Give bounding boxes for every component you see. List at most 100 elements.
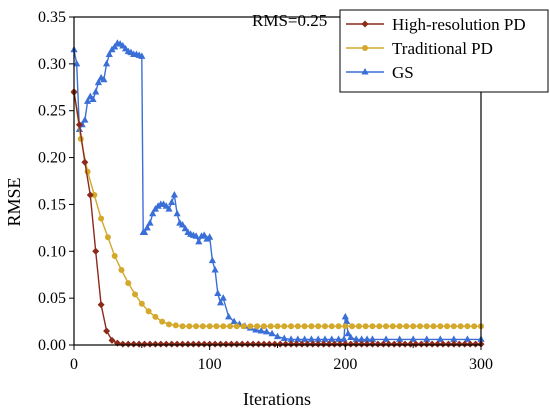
data-point <box>409 335 417 342</box>
data-point <box>308 323 315 330</box>
data-point <box>363 340 371 348</box>
data-point <box>358 340 366 348</box>
data-point <box>146 340 154 348</box>
data-point <box>389 323 396 330</box>
data-point <box>94 78 103 86</box>
data-point <box>118 267 125 274</box>
data-point <box>401 340 409 348</box>
data-point <box>162 340 170 348</box>
data-point <box>173 209 181 217</box>
legend-label: Traditional PD <box>392 39 493 58</box>
data-point <box>244 340 252 348</box>
data-point <box>328 323 335 330</box>
data-point <box>143 223 151 231</box>
x-tick-label: 300 <box>469 356 493 373</box>
data-point <box>159 318 166 325</box>
data-point <box>138 300 145 307</box>
data-point <box>368 335 377 342</box>
y-tick-label: 0.20 <box>38 150 66 167</box>
data-point <box>457 323 464 330</box>
data-point <box>92 247 100 255</box>
data-point <box>342 323 349 330</box>
data-point <box>219 294 227 301</box>
data-point <box>355 323 362 330</box>
data-point <box>108 336 116 344</box>
legend-entry: High-resolution PD <box>346 15 526 34</box>
tick-labels: 0 100 200 300 0.00 0.05 0.10 0.15 0.20 0.25 0.30 0.… <box>38 9 493 373</box>
series-circle <box>71 88 484 330</box>
data-point <box>444 323 451 330</box>
data-point <box>352 340 360 348</box>
data-point <box>358 335 366 342</box>
data-point <box>362 45 368 51</box>
data-point <box>325 340 333 348</box>
data-point <box>368 340 376 348</box>
data-point <box>91 192 98 199</box>
data-point <box>461 340 469 348</box>
data-point <box>450 340 458 348</box>
data-point <box>81 116 89 123</box>
data-point <box>450 335 458 342</box>
data-point <box>173 340 181 348</box>
data-point <box>303 340 311 348</box>
data-point <box>260 323 267 330</box>
data-point <box>206 323 213 330</box>
data-point <box>428 340 436 348</box>
data-point <box>98 215 105 222</box>
data-point <box>252 326 260 333</box>
data-point <box>436 335 444 342</box>
data-point <box>343 317 351 325</box>
data-point <box>178 221 187 228</box>
data-point <box>472 340 480 348</box>
data-point <box>81 158 89 166</box>
data-point <box>220 323 227 330</box>
data-point <box>208 256 216 264</box>
data-point <box>145 308 152 315</box>
data-point <box>403 323 410 330</box>
rms-annotation: RMS=0.25 <box>252 11 327 30</box>
data-point <box>455 340 463 348</box>
data-point <box>206 340 214 348</box>
y-tick-label: 0.15 <box>38 196 66 213</box>
data-point <box>124 340 132 348</box>
data-point <box>102 59 111 67</box>
data-point <box>466 340 474 348</box>
data-point <box>280 334 288 341</box>
data-point <box>249 340 257 348</box>
data-point <box>255 340 263 348</box>
data-point <box>192 232 200 239</box>
data-point <box>168 340 176 348</box>
data-point <box>138 52 146 59</box>
data-point <box>193 323 200 330</box>
data-point <box>271 340 279 348</box>
axes <box>69 16 482 350</box>
series-line <box>73 91 481 345</box>
data-point <box>363 335 371 342</box>
y-tick-label: 0.10 <box>38 243 66 260</box>
data-point <box>301 323 308 330</box>
data-point <box>206 233 214 240</box>
data-point <box>172 322 179 329</box>
data-point <box>83 97 92 104</box>
data-point <box>344 329 352 337</box>
data-point <box>276 340 284 348</box>
data-point <box>149 209 157 217</box>
data-point <box>374 340 382 348</box>
x-axis-title: Iterations <box>243 389 311 409</box>
data-point <box>298 340 306 348</box>
data-point <box>217 340 225 348</box>
series-line <box>73 91 481 327</box>
data-point <box>200 340 208 348</box>
data-point <box>439 340 447 348</box>
data-point <box>437 323 444 330</box>
data-point <box>125 280 132 287</box>
y-tick-label: 0.30 <box>38 56 66 73</box>
data-point <box>200 231 208 238</box>
data-point <box>233 340 241 348</box>
data-point <box>361 68 369 75</box>
data-point <box>257 326 265 334</box>
data-point <box>390 340 398 348</box>
data-point <box>73 59 81 67</box>
data-point <box>267 323 274 330</box>
